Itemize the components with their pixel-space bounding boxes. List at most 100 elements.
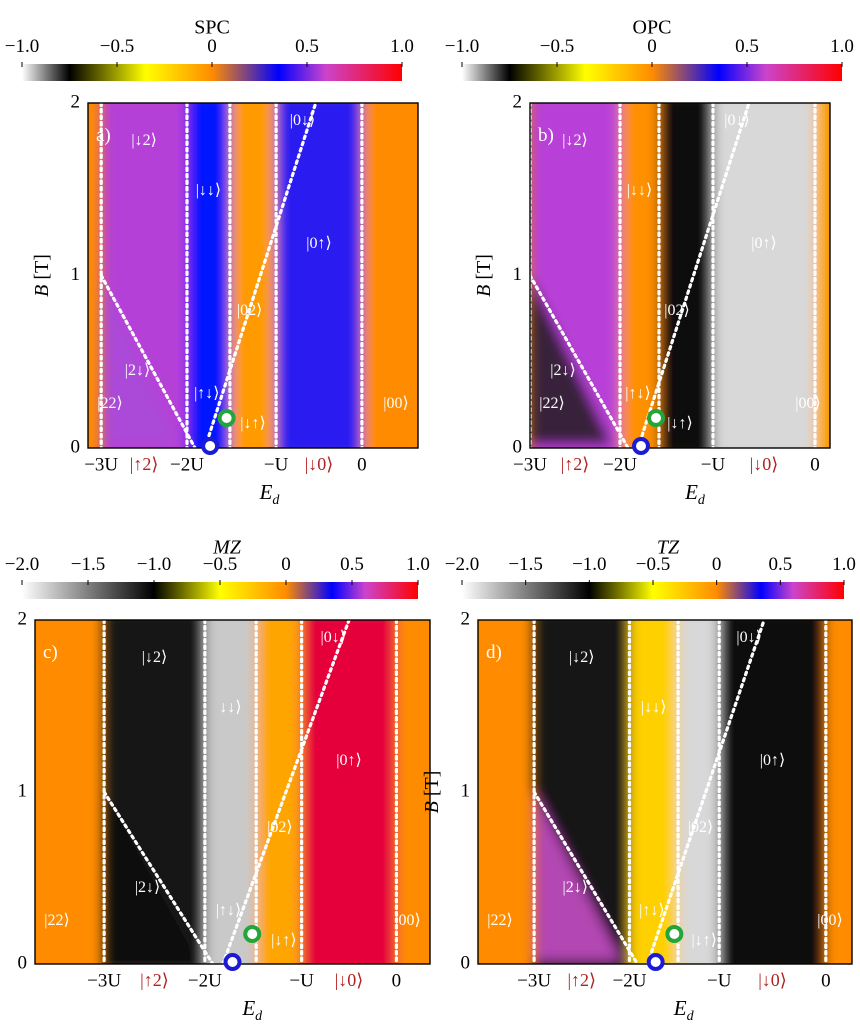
colorbar-tick-label: −1.0 bbox=[572, 554, 606, 575]
heatmap-wedge bbox=[104, 792, 197, 961]
state-label: |0↓⟩ bbox=[736, 629, 761, 646]
diagonal-boundary bbox=[532, 790, 640, 964]
diagonal-boundary bbox=[99, 273, 197, 448]
green-point-marker bbox=[665, 925, 684, 943]
state-label: |2↓⟩ bbox=[135, 879, 160, 896]
state-label: |02⟩ bbox=[688, 819, 713, 836]
state-label: |↓↓⟩ bbox=[196, 182, 221, 199]
state-label: |↑↓⟩ bbox=[625, 385, 650, 402]
x-tick-label: 0 bbox=[821, 970, 831, 991]
x-tick-label: −3U bbox=[87, 970, 121, 991]
state-label: |0↑⟩ bbox=[760, 752, 785, 769]
x-state-label: |↓0⟩ bbox=[750, 454, 779, 474]
colorbar-tick-label: −1.5 bbox=[508, 554, 542, 575]
y-tick-label: 2 bbox=[513, 91, 523, 112]
y-tick-label: 0 bbox=[461, 952, 471, 973]
heatmap-band bbox=[825, 620, 852, 964]
colorbar-tick-label: −1.5 bbox=[71, 554, 105, 575]
state-label: |0↓⟩ bbox=[320, 629, 345, 646]
state-label: |00⟩ bbox=[795, 395, 820, 412]
y-tick-label: 1 bbox=[71, 264, 81, 285]
chart-title: MZ bbox=[212, 537, 242, 559]
colorbar-tick-label: −0.5 bbox=[100, 36, 134, 57]
state-label: |↑↓⟩ bbox=[639, 902, 664, 919]
y-tick-label: 0 bbox=[18, 952, 28, 973]
diagonal-boundary bbox=[102, 790, 215, 964]
x-state-label: |↑2⟩ bbox=[561, 454, 590, 474]
heatmap bbox=[35, 620, 430, 964]
colorbar-tick-label: 0 bbox=[207, 36, 217, 57]
blue-point-marker bbox=[223, 953, 242, 971]
state-label: |↓↑⟩ bbox=[667, 415, 692, 432]
colorbar-tick-label: 0.5 bbox=[340, 554, 364, 575]
x-tick-label: −U bbox=[289, 970, 314, 991]
heatmap bbox=[88, 103, 418, 448]
colorbar bbox=[462, 64, 842, 81]
heatmap-wedge bbox=[534, 792, 622, 961]
diagonal-boundary bbox=[221, 620, 351, 964]
x-axis-label: Ed bbox=[673, 996, 695, 1024]
phase-boundaries bbox=[530, 103, 817, 448]
heatmap-band bbox=[396, 620, 430, 964]
y-tick-label: 1 bbox=[18, 780, 28, 801]
colorbar-tick-label: −2.0 bbox=[5, 554, 39, 575]
heatmap bbox=[530, 103, 830, 448]
diagonal-boundary bbox=[645, 620, 766, 964]
blue-point-marker bbox=[201, 437, 220, 455]
state-label: |↓2⟩ bbox=[131, 132, 156, 149]
state-label: |↑↓⟩ bbox=[194, 385, 219, 402]
diagonal-boundary bbox=[636, 103, 751, 448]
chart-title: OPC bbox=[633, 17, 672, 39]
heatmap-wedge bbox=[530, 275, 612, 445]
x-tick-label: 0 bbox=[810, 454, 820, 475]
state-label: |↑↓⟩ bbox=[216, 902, 241, 919]
x-tick-label: −2U bbox=[603, 454, 637, 475]
chart-title: TZ bbox=[657, 537, 680, 559]
colorbar-tick-label: −2.0 bbox=[445, 554, 479, 575]
x-state-label: |↓0⟩ bbox=[335, 970, 364, 990]
state-label: |00⟩ bbox=[395, 912, 420, 929]
x-state-label: |↑2⟩ bbox=[567, 970, 596, 990]
heatmap-band bbox=[629, 620, 679, 964]
colorbar-tick-label: −1.0 bbox=[445, 36, 479, 57]
y-tick-label: 2 bbox=[18, 608, 28, 629]
state-label: |↓↓⟩ bbox=[627, 182, 652, 199]
x-state-label: |↓0⟩ bbox=[305, 454, 334, 474]
state-label: |22⟩ bbox=[97, 395, 122, 412]
x-axis-label: Ed bbox=[241, 996, 263, 1024]
x-state-label: |↑2⟩ bbox=[140, 970, 169, 990]
state-label: |↓2⟩ bbox=[142, 649, 167, 666]
colorbar-tick-label: −0.5 bbox=[540, 36, 574, 57]
state-label: |00⟩ bbox=[817, 912, 842, 929]
colorbar-tick-label: 0 bbox=[647, 36, 657, 57]
y-tick-label: 2 bbox=[461, 608, 471, 629]
x-tick-label: 0 bbox=[357, 454, 367, 475]
colorbar bbox=[22, 582, 418, 599]
phase-boundaries bbox=[102, 620, 399, 964]
state-label: |↓↑⟩ bbox=[692, 932, 717, 949]
heatmap-band bbox=[620, 103, 659, 448]
x-tick-label: −U bbox=[264, 454, 289, 475]
state-label: |02⟩ bbox=[664, 302, 689, 319]
colorbar-tick-label: 0 bbox=[712, 554, 722, 575]
colorbar bbox=[22, 64, 402, 81]
state-label: |↓↑⟩ bbox=[240, 415, 265, 432]
state-label: |02⟩ bbox=[237, 302, 262, 319]
y-tick-label: 1 bbox=[513, 264, 523, 285]
blue-point-marker bbox=[632, 437, 650, 455]
colorbar-tick-label: −1.0 bbox=[137, 554, 171, 575]
state-label: |0↑⟩ bbox=[336, 752, 361, 769]
state-label: |↓↓⟩ bbox=[641, 699, 666, 716]
state-label: |↓2⟩ bbox=[569, 649, 594, 666]
panel-label: d) bbox=[486, 642, 502, 663]
y-axis-label: B [T] bbox=[31, 254, 53, 297]
diagonal-boundary bbox=[203, 103, 318, 448]
colorbar-tick-label: 0.5 bbox=[768, 554, 792, 575]
x-axis-label: Ed bbox=[259, 480, 281, 508]
heatmap-band bbox=[229, 103, 277, 448]
x-axis-label: Ed bbox=[684, 480, 706, 508]
plot-frame bbox=[529, 102, 831, 449]
panel-a: SPC −1.0 −0.5 0 0.5 1.0 0 1 2 B [T] −3U −2U −U 0 |↑2⟩ |… bbox=[5, 17, 419, 508]
plot-frame bbox=[87, 102, 419, 449]
colorbar-tick-label: −0.5 bbox=[636, 554, 670, 575]
